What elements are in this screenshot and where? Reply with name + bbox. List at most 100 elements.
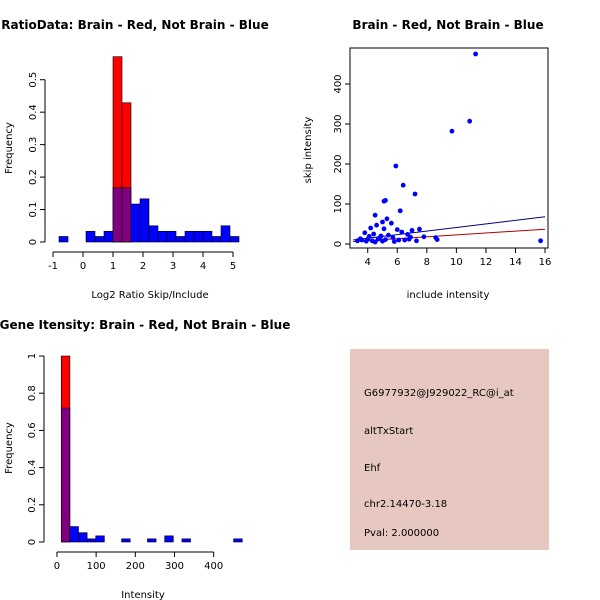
- intensity-histogram-blue-bar: [147, 538, 157, 543]
- ratio-histogram-x-tick-label: 5: [230, 261, 236, 272]
- scatter-point: [384, 216, 390, 222]
- ratio-histogram-x-tick-label: 2: [140, 261, 146, 272]
- scatter-point: [386, 232, 391, 238]
- scatter-point: [467, 118, 473, 124]
- ratio-histogram-blue-bar: [148, 225, 159, 243]
- intensity-scatter-panel: Brain - Red, Not Brain - Blue include in…: [303, 18, 551, 301]
- ratio-histogram-x-tick-label: 3: [170, 261, 176, 272]
- scatter-point: [397, 208, 403, 214]
- ratio-histogram-axes: -1 0 1 2 3 4 5 0 0.1 0.2 0.3 0.4 0.5: [28, 72, 236, 272]
- ratio-histogram-overlap-bar: [121, 187, 132, 243]
- scatter-point: [372, 239, 378, 245]
- scatter-point: [449, 128, 455, 134]
- scatter-point: [388, 220, 394, 226]
- intensity-histogram-y-tick-label: 1: [27, 353, 38, 359]
- ratio-histogram-y-tick-label: 0.1: [28, 202, 39, 218]
- scatter-point: [412, 191, 418, 197]
- intensity-histogram-blue-bar: [69, 526, 79, 543]
- intensity-histogram-y-tick-label: 0.8: [27, 385, 38, 401]
- scatter-point: [368, 225, 374, 231]
- ratio-histogram-y-tick-label: 0.5: [28, 72, 39, 88]
- ratio-histogram-blue-bar: [184, 230, 195, 243]
- locus-text: chr2.14470-3.18: [364, 499, 447, 510]
- ratio-histogram-blue-bar: [157, 230, 168, 243]
- scatter-title: Brain - Red, Not Brain - Blue: [352, 18, 543, 32]
- ratio-histogram-x-tick-label: 0: [80, 261, 86, 272]
- intensity-histogram-blue-bar: [86, 538, 97, 543]
- ratio-histogram-blue-bar: [193, 230, 204, 243]
- info-panel: G6977932@J929022_RC@i_at altTxStart Ehf …: [350, 349, 549, 550]
- scatter-point: [406, 236, 412, 242]
- ratio-histogram-blue-bar: [211, 236, 222, 243]
- intensity-histogram-ylabel: Frequency: [4, 422, 15, 474]
- scatter-point: [421, 234, 427, 240]
- scatter-y-tick-label: 100: [333, 194, 344, 213]
- intensity-histogram-blue-bar: [181, 538, 191, 543]
- intensity-histogram-y-tick-label: 0.4: [27, 460, 38, 476]
- ratio-histogram-blue-bar: [130, 203, 141, 243]
- scatter-y-tick-label: 0: [333, 241, 344, 247]
- gene-name-text: Ehf: [364, 463, 381, 474]
- intensity-histogram-y-tick-label: 0: [27, 539, 38, 545]
- scatter-point: [414, 238, 419, 244]
- scatter-x-tick-label: 6: [394, 257, 400, 268]
- ratio-histogram-panel: RatioData: Brain - Red, Not Brain - Blue…: [1, 18, 268, 301]
- ratio-histogram-ylabel: Frequency: [4, 122, 15, 174]
- scatter-point: [394, 227, 400, 233]
- scatter-y-tick-label: 300: [333, 114, 344, 133]
- scatter-point: [380, 238, 385, 244]
- ratio-histogram-title: RatioData: Brain - Red, Not Brain - Blue: [1, 18, 268, 32]
- scatter-point: [396, 237, 402, 243]
- scatter-axes: 4 6 8 10 12 14 16 0 100 200 300 400: [333, 74, 551, 268]
- scatter-point: [400, 182, 406, 188]
- event-type-text: altTxStart: [364, 426, 413, 437]
- scatter-y-tick-label: 200: [333, 154, 344, 173]
- scatter-y-tick-label: 400: [333, 74, 344, 93]
- info-panel-background: [350, 349, 549, 550]
- ratio-histogram-blue-bar: [103, 230, 114, 243]
- scatter-point: [363, 238, 369, 244]
- intensity-histogram-x-tick-label: 400: [204, 561, 223, 572]
- scatter-point: [399, 229, 405, 235]
- pval-text: Pval: 2.000000: [364, 528, 439, 539]
- scatter-point: [393, 163, 399, 169]
- scatter-point: [380, 219, 385, 225]
- scatter-point: [402, 237, 408, 243]
- ratio-histogram-y-tick-label: 0.2: [28, 169, 39, 185]
- ratio-histogram-x-tick-label: -1: [48, 261, 58, 272]
- scatter-ylabel: skip intensity: [303, 117, 314, 184]
- intensity-histogram-title: Gene Itensity: Brain - Red, Not Brain - …: [0, 318, 290, 332]
- intensity-histogram-blue-bar: [95, 535, 105, 543]
- scatter-point: [434, 237, 440, 243]
- intensity-histogram-x-tick-label: 0: [54, 561, 60, 572]
- scatter-point: [381, 226, 387, 232]
- intensity-histogram-x-tick-label: 100: [87, 561, 106, 572]
- scatter-point: [354, 238, 360, 244]
- scatter-point: [372, 212, 378, 218]
- intensity-histogram-axes: 0 100 200 300 400 0 0.2 0.4 0.6 0.8 1: [27, 353, 223, 572]
- intensity-histogram-blue-bar: [78, 532, 88, 543]
- ratio-histogram-y-tick-label: 0: [28, 239, 39, 245]
- scatter-point: [371, 231, 377, 237]
- ratio-histogram-blue-bar: [94, 236, 105, 243]
- ratio-histogram-y-tick-label: 0.3: [28, 137, 39, 153]
- scatter-point: [359, 237, 365, 243]
- ratio-histogram-x-tick-label: 4: [200, 261, 206, 272]
- ratio-histogram-blue-bar: [139, 198, 150, 243]
- ratio-histogram-blue-bar: [175, 236, 186, 243]
- ratio-histogram-overlap-bar: [112, 187, 123, 243]
- ratio-histogram-x-tick-label: 1: [110, 261, 116, 272]
- intensity-histogram-x-tick-label: 300: [165, 561, 184, 572]
- scatter-x-tick-label: 14: [509, 257, 522, 268]
- intensity-histogram-y-tick-label: 0.6: [27, 422, 38, 438]
- scatter-point: [473, 51, 478, 57]
- scatter-point: [417, 226, 422, 232]
- intensity-histogram-blue-bar: [121, 538, 131, 543]
- scatter-x-tick-label: 8: [424, 257, 430, 268]
- scatter-points: [354, 51, 544, 245]
- ratio-histogram-xlabel: Log2 Ratio Skip/Include: [91, 290, 208, 301]
- intensity-histogram-y-tick-label: 0.2: [27, 497, 38, 513]
- ratio-histogram-y-tick-label: 0.4: [28, 104, 39, 120]
- scatter-point: [391, 239, 397, 245]
